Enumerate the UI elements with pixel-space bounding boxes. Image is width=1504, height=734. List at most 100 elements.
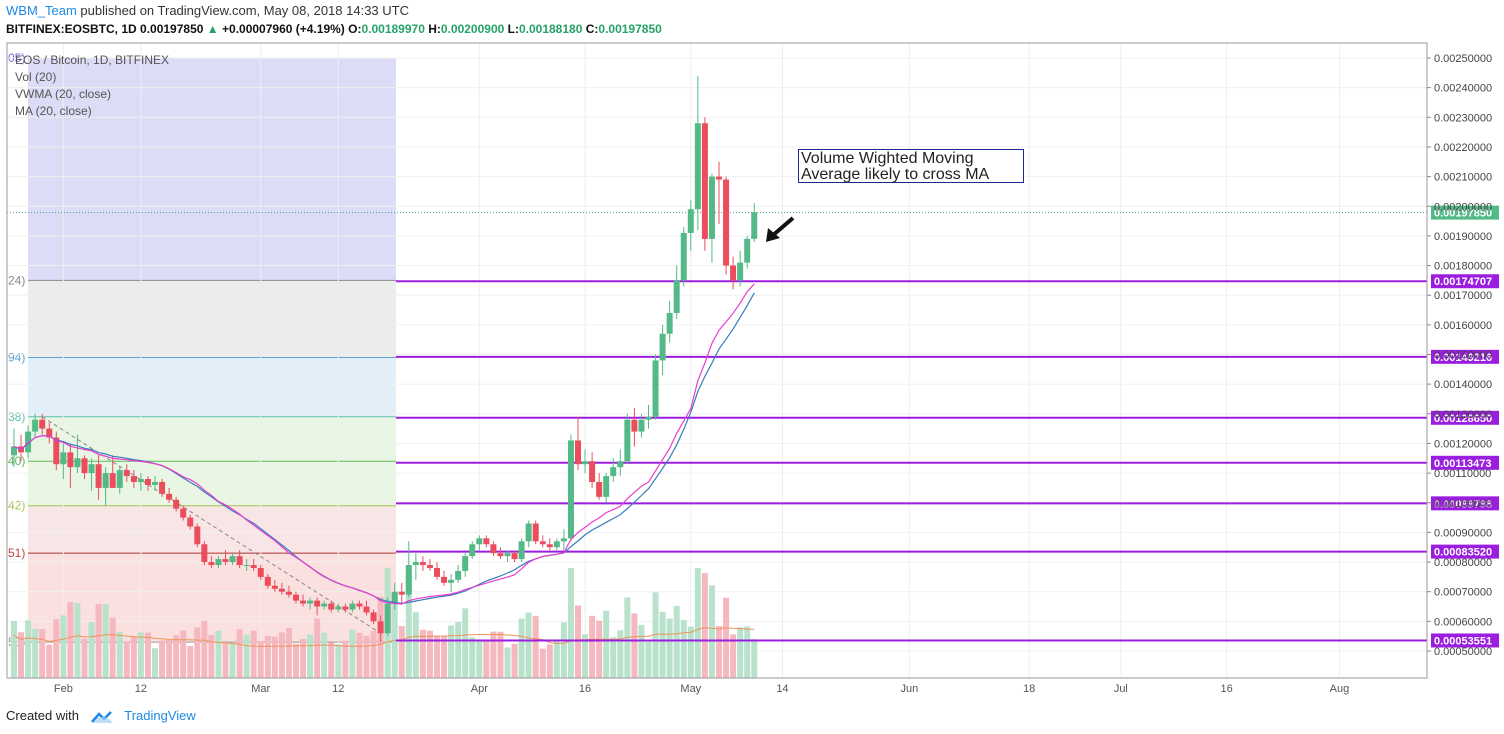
- candle-body: [434, 567, 440, 577]
- candle-body: [32, 419, 39, 432]
- candle-body: [575, 440, 581, 465]
- candle-body: [426, 565, 433, 568]
- candle-body: [307, 600, 314, 604]
- candle-body: [673, 280, 680, 313]
- candle-body: [11, 446, 17, 456]
- legend-vwma[interactable]: VWMA (20, close): [15, 87, 112, 101]
- candle-body: [553, 541, 560, 548]
- candle-body: [67, 452, 74, 468]
- level-price-tag: [1431, 274, 1499, 289]
- candle-body: [109, 473, 116, 488]
- candle-body: [243, 565, 250, 567]
- y-tick-label: 0.00130000: [1434, 409, 1492, 421]
- volume-bar: [701, 573, 708, 678]
- volume-bar: [25, 620, 32, 678]
- candle-body: [123, 470, 130, 477]
- legend-symbol[interactable]: EOS / Bitcoin, 1D, BITFINEX: [15, 53, 170, 67]
- candle-body: [116, 470, 123, 488]
- volume-bar: [285, 628, 292, 678]
- volume-bar: [243, 634, 250, 678]
- candle-body: [737, 262, 744, 281]
- volume-bar: [201, 620, 208, 678]
- legend-volume[interactable]: Vol (20): [15, 70, 57, 84]
- candle-body: [701, 123, 708, 239]
- volume-bar: [166, 639, 173, 678]
- volume-bar: [307, 634, 314, 678]
- volume-bar: [603, 610, 610, 678]
- volume-bar: [610, 637, 617, 678]
- volume-bar: [652, 592, 659, 678]
- x-tick-label: 16: [1220, 683, 1232, 695]
- ma-lines: [13, 283, 755, 605]
- volume-bar: [116, 632, 123, 678]
- volume-bar: [737, 627, 744, 678]
- chart-legend: EOS / Bitcoin, 1D, BITFINEX Vol (20) VWM…: [15, 52, 169, 120]
- volume-bar: [137, 632, 144, 678]
- fib-zone: [28, 58, 396, 281]
- candle-body: [208, 562, 215, 566]
- candle-body: [511, 553, 518, 560]
- fib-zone: [28, 280, 396, 358]
- volume-bar: [405, 568, 412, 678]
- candle-body: [525, 523, 532, 542]
- volume-bar: [553, 640, 560, 678]
- candle-body: [53, 437, 60, 465]
- volume-bar: [469, 637, 476, 678]
- volume-bar: [694, 568, 701, 678]
- volume-bar: [95, 604, 102, 678]
- candle-body: [617, 461, 624, 468]
- created-with-text: Created with: [6, 708, 79, 723]
- low-value: 0.00188180: [518, 22, 583, 36]
- publish-info: WBM_Team published on TradingView.com, M…: [6, 3, 409, 18]
- volume-bar: [673, 605, 680, 678]
- y-tick-label: 0.00050000: [1434, 646, 1492, 658]
- volume-ma-line: [13, 627, 755, 647]
- candle-body: [194, 526, 201, 545]
- volume-bar: [476, 639, 483, 678]
- volume-bar: [81, 638, 88, 678]
- fib-zone: [28, 357, 396, 417]
- high-value: 0.00200900: [440, 22, 505, 36]
- volume-bar: [229, 643, 236, 678]
- fib-zones: 05)24)94)38)40)42)51)56): [8, 51, 396, 649]
- x-tick-label: 14: [776, 683, 788, 695]
- candle-body: [173, 499, 180, 509]
- level-price-tag: [1431, 455, 1499, 470]
- y-tick-label: 0.00200000: [1434, 201, 1492, 213]
- annotation-line-1: Volume Wighted Moving: [801, 150, 974, 167]
- x-tick-label: Jul: [1114, 683, 1128, 695]
- y-tick-label: 0.00100000: [1434, 498, 1492, 510]
- candle-body: [25, 431, 32, 453]
- y-tick-label: 0.00150000: [1434, 350, 1492, 362]
- candle-body: [356, 603, 363, 607]
- y-tick-label: 0.00080000: [1434, 557, 1492, 569]
- annotation-box: Volume Wighted Moving Average likely to …: [798, 149, 1024, 183]
- y-tick-label: 0.00250000: [1434, 53, 1492, 65]
- candle-body: [638, 419, 645, 432]
- volume-bar: [589, 615, 596, 678]
- author-link[interactable]: WBM_Team: [6, 3, 77, 18]
- ohlc-bar: BITFINEX:EOSBTC, 1D 0.00197850 ▲ +0.0000…: [6, 22, 662, 36]
- candle-body: [328, 603, 335, 610]
- volume-bar: [18, 632, 25, 678]
- level-price-label: 0.00113473: [1434, 458, 1492, 470]
- candle-body: [130, 476, 137, 482]
- level-price-label: 0.00099798: [1434, 498, 1492, 510]
- volume-bar: [88, 622, 95, 678]
- volume-bar: [567, 568, 574, 678]
- tradingview-link[interactable]: TradingView: [124, 708, 196, 723]
- candle-body: [610, 467, 617, 477]
- level-price-tag: [1431, 349, 1499, 364]
- x-tick-label: 12: [135, 683, 147, 695]
- volume-bar: [159, 640, 166, 678]
- y-tick-label: 0.00220000: [1434, 142, 1492, 154]
- close-label: C:: [585, 22, 599, 36]
- candles: [11, 75, 758, 643]
- annotation-line-2: Average likely to cross MA: [801, 166, 990, 183]
- legend-ma[interactable]: MA (20, close): [15, 104, 92, 118]
- y-tick-label: 0.00090000: [1434, 527, 1492, 539]
- candle-body: [159, 481, 166, 494]
- volume-bar: [744, 626, 751, 678]
- volume-bar: [666, 618, 673, 678]
